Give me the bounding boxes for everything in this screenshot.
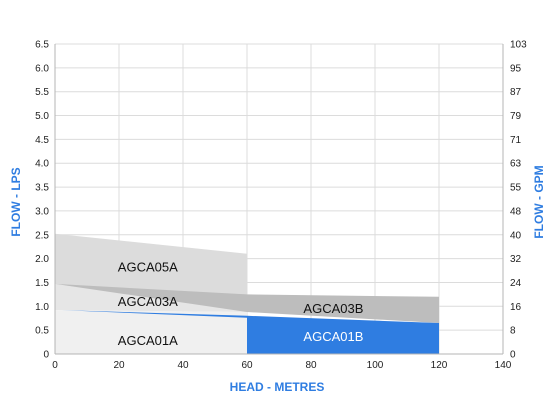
region-label-agca01b: AGCA01B [303,329,363,344]
x-tick-label: 20 [113,360,125,371]
y-tick-label-right: 95 [510,63,522,74]
x-tick-label: 40 [177,360,189,371]
y-tick-label-left: 1.0 [35,302,49,313]
y-tick-label-left: 4.5 [35,135,49,146]
x-axis-title: HEAD - METRES [230,380,325,394]
y-tick-label-right: 8 [510,326,516,337]
region-layer [55,233,440,354]
y-tick-label-left: 3.5 [35,183,49,194]
x-tick-label: 120 [431,360,448,371]
region-agca01b [61,310,440,354]
y-tick-label-left: 1.5 [35,278,49,289]
plot-frame [54,44,504,355]
x-tick-label: 60 [241,360,253,371]
x-tick-label: 140 [495,360,512,371]
y-tick-label-left: 0 [43,350,49,361]
y-tick-label-right: 40 [510,230,522,241]
region-label-agca05a: AGCA05A [118,260,178,275]
y-tick-label-right: 0 [510,350,516,361]
y-axis-title-right: FLOW - GPM [532,165,546,238]
region-agca05a [55,233,247,300]
region-label-layer: AGCA05A AGCA03A AGCA01A AGCA03B AGCA01B [118,260,364,348]
y-tick-label-left: 3.0 [35,206,49,217]
y-tick-label-right: 79 [510,111,522,122]
y-axis-title-left: FLOW - LPS [9,167,23,236]
region-label-agca03b: AGCA03B [303,301,363,316]
region-label-agca03a: AGCA03A [118,294,178,309]
x-tick-label: 100 [367,360,384,371]
y-tick-label-right: 48 [510,206,522,217]
y-tick-label-right: 24 [510,278,522,289]
y-tick-label-left: 6.5 [35,40,49,51]
y-tick-label-left: 0.5 [35,326,49,337]
y-tick-label-left: 6.0 [35,63,49,74]
y-tick-label-right: 71 [510,135,522,146]
y-tick-label-right: 16 [510,302,522,313]
y-tick-labels-left: 0 0.5 1.0 1.5 2.0 2.5 3.0 3.5 4.0 4.5 5.0 5.5 6.0 6.5 [35,40,49,361]
y-tick-labels-right: 0 8 16 24 32 40 48 55 63 71 79 87 95 103 [510,40,527,361]
y-tick-label-right: 87 [510,87,522,98]
y-tick-label-left: 2.0 [35,254,49,265]
y-tick-label-right: 32 [510,254,522,265]
y-tick-label-right: 55 [510,183,522,194]
y-tick-label-left: 5.0 [35,111,49,122]
region-agca01a [55,310,247,354]
y-tick-label-left: 4.0 [35,159,49,170]
y-tick-label-right: 103 [510,40,527,51]
x-tick-label: 0 [52,360,58,371]
y-tick-label-left: 5.5 [35,87,49,98]
y-tick-label-left: 2.5 [35,230,49,241]
x-tick-labels: 0 20 40 60 80 100 120 140 [52,360,512,371]
y-tick-label-right: 63 [510,159,522,170]
x-tick-label: 80 [305,360,317,371]
region-agca03b [55,283,439,323]
region-label-agca01a: AGCA01A [118,333,178,348]
